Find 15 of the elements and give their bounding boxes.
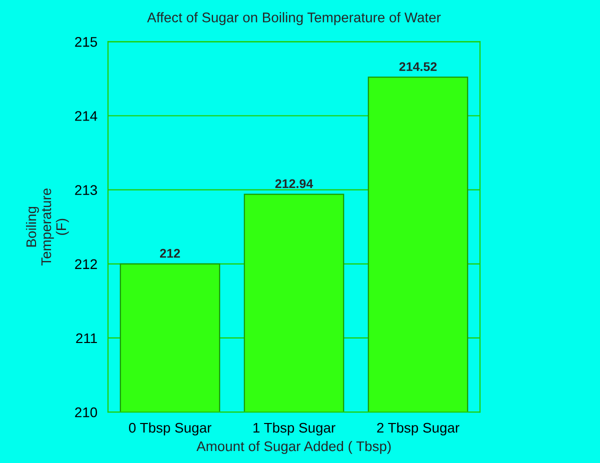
y-tick-label: 214 [75, 111, 98, 121]
data-label: 214.52 [399, 62, 437, 72]
x-tick-label: 1 Tbsp Sugar [253, 422, 336, 436]
y-tick-label: 210 [75, 407, 98, 418]
x-tick-label: 0 Tbsp Sugar [128, 422, 212, 436]
y-tick-label: 215 [75, 37, 98, 47]
y-tick-label: 213 [75, 185, 97, 195]
x-axis-title: Amount of Sugar Added ( Tbsp) [196, 440, 391, 454]
x-tick-label: 2 Tbsp Sugar [377, 422, 460, 436]
y-axis-title: Boiling Temperature (F) [26, 188, 69, 266]
data-label: 212 [160, 248, 180, 258]
y-tick-label: 212 [75, 259, 97, 269]
data-label: 212.94 [275, 179, 314, 188]
chart-title: Affect of Sugar on Boiling Temperature of Water [147, 12, 441, 26]
y-tick-label: 211 [76, 333, 97, 344]
